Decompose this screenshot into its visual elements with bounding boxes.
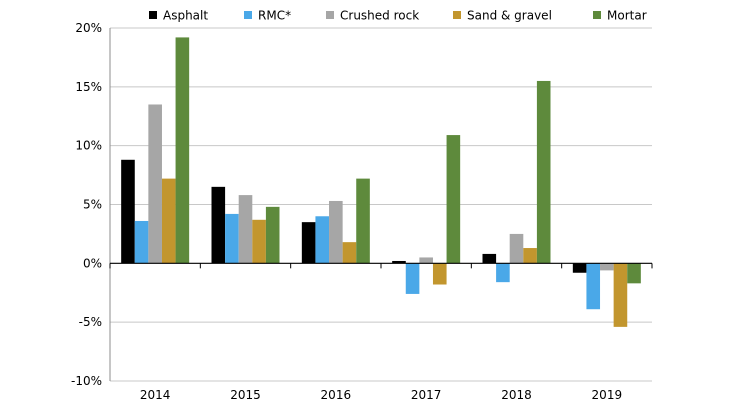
bar — [148, 104, 162, 264]
legend-label: RMC* — [258, 9, 291, 23]
y-tick-label: 5% — [83, 198, 102, 212]
bar — [252, 219, 266, 264]
bar — [536, 80, 551, 264]
gridlines — [110, 27, 652, 382]
legend-swatch — [326, 11, 334, 19]
legend-label: Mortar — [607, 9, 647, 23]
bar — [509, 233, 524, 264]
axes — [109, 28, 653, 381]
bar — [419, 257, 433, 264]
x-axis-ticks: 2014 2015 2016 2017 2018 2019 — [140, 388, 622, 402]
bar — [225, 213, 239, 264]
bar — [238, 195, 253, 264]
bar — [600, 263, 614, 271]
bar — [432, 263, 447, 285]
x-tick-label: 2015 — [230, 388, 261, 402]
bar — [342, 242, 357, 264]
bars — [121, 37, 641, 327]
bar — [329, 200, 343, 264]
y-tick-label: -5% — [79, 315, 102, 329]
bar — [175, 37, 190, 264]
bar — [627, 263, 641, 284]
bar — [392, 260, 406, 264]
x-tick-label: 2018 — [501, 388, 532, 402]
bar — [161, 178, 176, 264]
legend-label: Sand & gravel — [467, 9, 552, 23]
y-tick-label: 0% — [83, 256, 102, 270]
legend-swatch — [593, 11, 601, 19]
bar — [523, 248, 537, 264]
legend: Asphalt RMC* Crushed rock Sand & gravel Mort… — [149, 9, 647, 23]
y-axis-ticks: -10% -5% 0% 5% 10% 15% 20% — [71, 21, 102, 388]
x-tick-label: 2014 — [140, 388, 171, 402]
bar — [265, 206, 280, 264]
bar — [496, 263, 510, 283]
bar — [586, 263, 601, 310]
bar — [572, 263, 587, 273]
bar — [211, 186, 226, 264]
legend-label: Crushed rock — [340, 9, 419, 23]
x-tick-label: 2019 — [592, 388, 623, 402]
bar — [405, 263, 420, 294]
legend-label: Asphalt — [163, 9, 208, 23]
bar — [121, 159, 135, 264]
y-tick-label: 20% — [75, 21, 102, 35]
bar — [356, 178, 370, 264]
bar — [134, 220, 149, 264]
y-tick-label: -10% — [71, 374, 102, 388]
legend-swatch — [149, 11, 157, 19]
bar — [301, 222, 316, 264]
bar — [613, 263, 628, 327]
legend-swatch — [453, 11, 461, 19]
y-tick-label: 15% — [75, 80, 102, 94]
legend-swatch — [244, 11, 252, 19]
y-tick-label: 10% — [75, 139, 102, 153]
bar — [446, 135, 461, 264]
x-tick-label: 2017 — [411, 388, 442, 402]
bar — [315, 216, 330, 264]
x-tick-label: 2016 — [321, 388, 352, 402]
bar — [482, 253, 497, 264]
